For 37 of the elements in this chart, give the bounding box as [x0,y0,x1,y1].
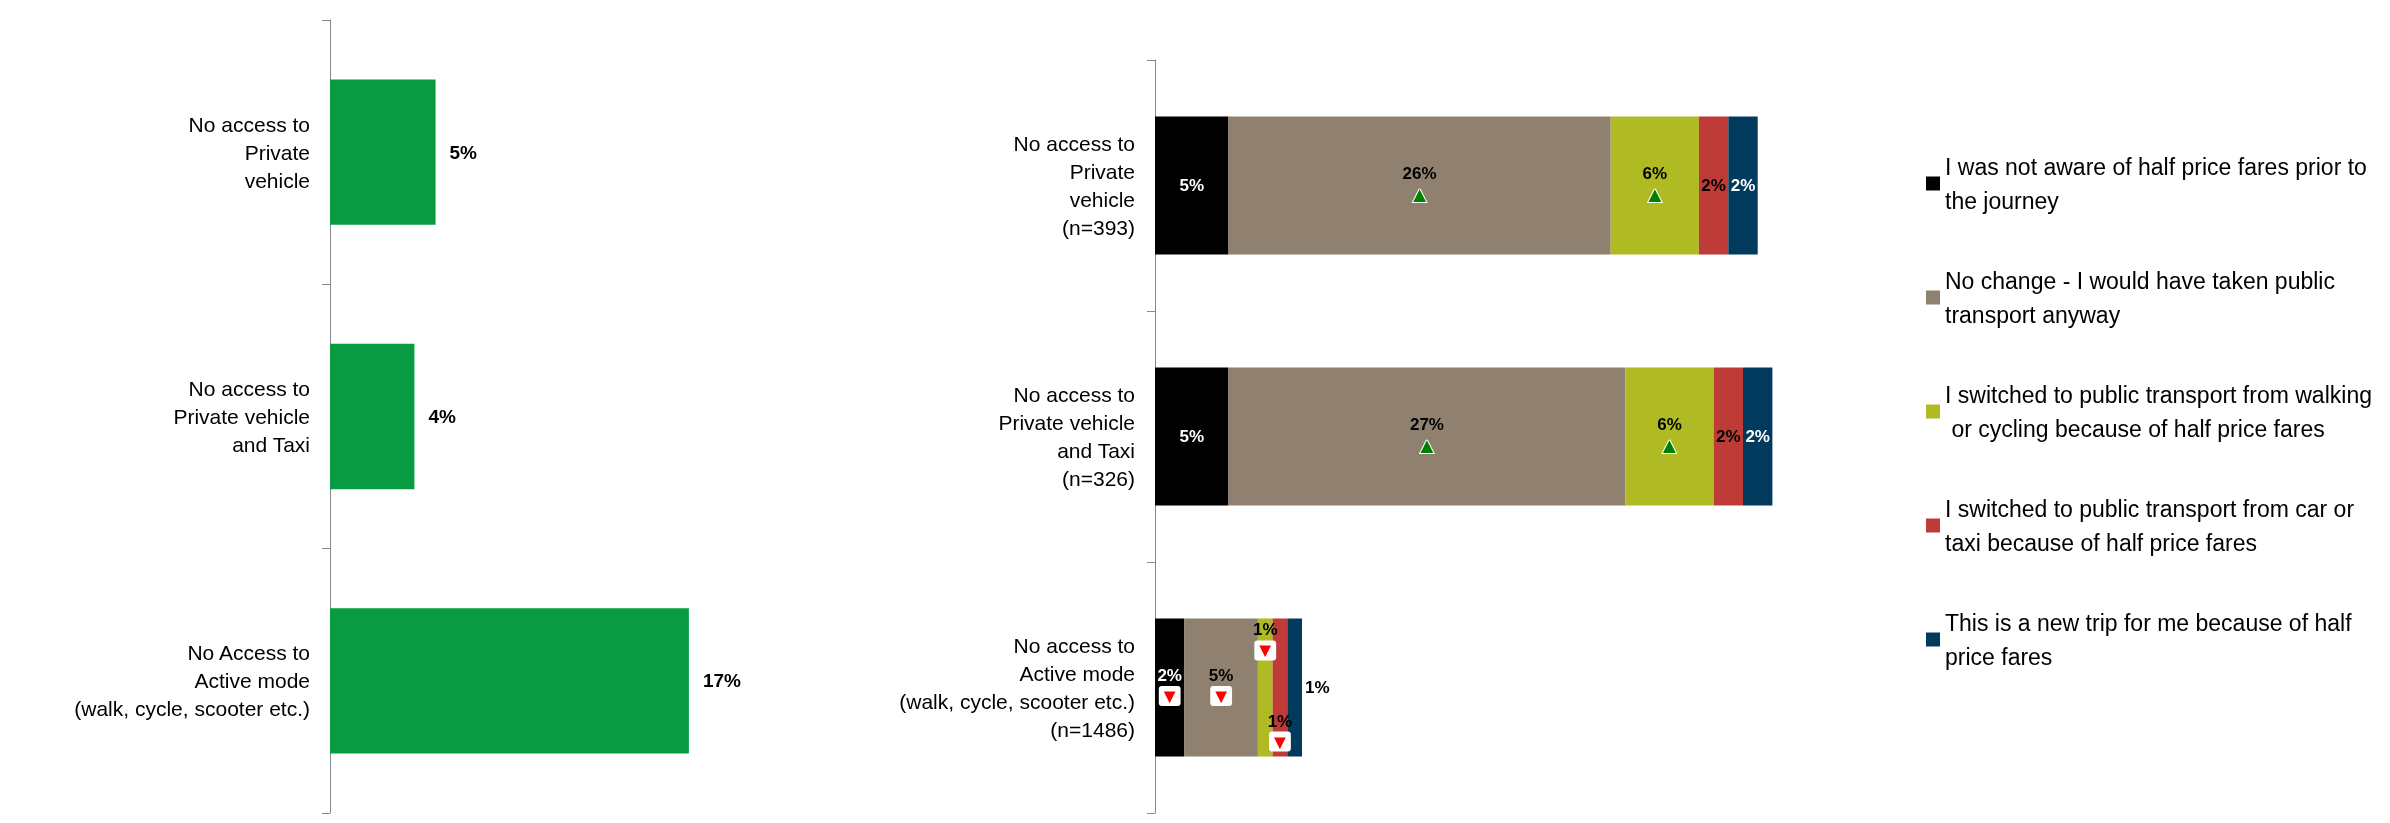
bar [1155,116,1229,255]
bar [1698,116,1729,255]
legend-label: I switched to public transport from walking or cycling because of half price fares [1945,381,2372,442]
y-tick-label: No access to Private vehicle [188,112,310,192]
bar [1228,116,1611,255]
data-label: 5% [449,141,478,163]
data-label: 6% ▲ [1657,415,1682,458]
bar [1610,116,1699,255]
data-label: 27% ▲ [1409,415,1444,458]
bar [1728,116,1758,255]
y-tick-label: No access to Private vehicle (n=393) [1013,132,1135,239]
bar [1155,367,1229,506]
data-label: 17% [702,670,742,692]
data-label: 2% ▼ [1157,666,1182,707]
y-tick-label: No Access to Active mode (walk, cycle, scooter etc.) [74,641,310,721]
data-label: 5% [1179,427,1205,446]
y-tick-label: No access to Private vehicle and Taxi [173,377,310,456]
data-label: 6% ▲ [1642,164,1668,207]
data-label: 2% [1730,176,1756,195]
data-label: 2% [1745,427,1770,446]
legend-label: No change - I would have taken public transport anyway [1945,267,2342,328]
data-label: 2% [1716,427,1741,446]
data-label: 26% ▲ [1402,164,1437,207]
y-tick-label: No access to Private vehicle and Taxi (n=326) [998,383,1135,490]
y-tick-label: No access to Active mode (walk, cycle, scooter etc.) (n=1486) [899,634,1135,741]
data-label: 1% [1305,678,1330,697]
legend-label: This is a new trip for me because of half price fares [1945,609,2358,670]
legend-label: I switched to public transport from car or taxi because of half price fares [1945,495,2361,556]
bar [1713,367,1743,506]
data-label: 2% [1701,176,1726,195]
bar [1625,367,1714,506]
bar [1228,367,1626,506]
bar [1743,367,1773,506]
legend-label: I was not aware of half price fares prior to the journey [1945,153,2374,214]
data-label: 5% ▼ [1208,666,1234,707]
data-label: 4% [428,406,457,427]
data-label: 5% [1179,176,1205,195]
